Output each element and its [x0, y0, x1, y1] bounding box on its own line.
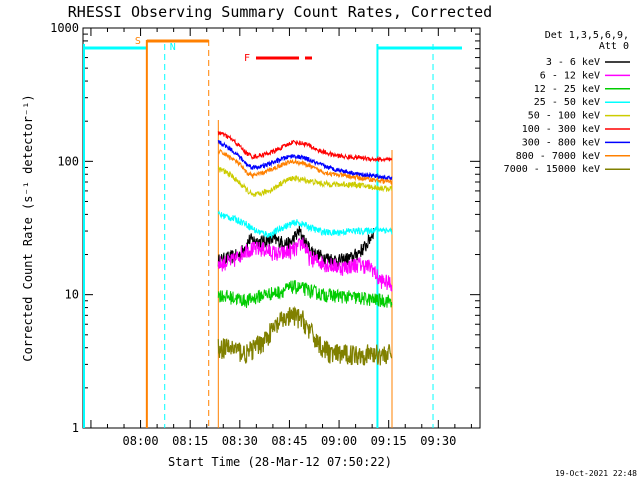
legend-entry-label: 100 - 300 keV — [522, 124, 600, 135]
y-tick-label: 1000 — [50, 21, 79, 35]
x-tick-label: 09:00 — [321, 434, 357, 448]
series-line — [217, 279, 393, 308]
y-tick-label: 10 — [65, 288, 79, 302]
series-line — [217, 237, 393, 292]
y-tick-label: 1 — [72, 421, 79, 435]
f-label: F — [244, 53, 250, 64]
x-tick-label: 08:15 — [172, 434, 208, 448]
plot-area: 08:00 08:15 08:30 08:45 09:00 09:15 09:30 1 10 10… — [50, 21, 481, 448]
legend-entry-label: 25 - 50 keV — [534, 97, 600, 108]
series-line — [218, 148, 393, 186]
legend-entry-label: 7000 - 15000 keV — [504, 164, 600, 175]
chart-title: RHESSI Observing Summary Count Rates, Co… — [68, 3, 492, 21]
legend-entry-label: 800 - 7000 keV — [516, 151, 600, 162]
series-line — [217, 130, 393, 163]
footer-date: 19-Oct-2021 22:48 — [555, 469, 637, 478]
legend-entry-label: 12 - 25 keV — [534, 84, 600, 95]
legend-header: Det 1,3,5,6,9, — [545, 30, 629, 41]
legend-header: Att 0 — [599, 41, 629, 52]
x-axis-label: Start Time (28-Mar-12 07:50:22) — [168, 455, 392, 469]
n-label: N — [170, 42, 176, 53]
y-axis-label-group: Corrected Count Rate (s⁻¹ detector⁻¹) — [21, 94, 35, 361]
x-tick-label: 08:45 — [271, 434, 307, 448]
y-axis-label: Corrected Count Rate (s⁻¹ detector⁻¹) — [21, 94, 35, 361]
x-tick-label: 08:30 — [222, 434, 258, 448]
y-tick-label: 100 — [57, 154, 79, 168]
legend-entry-label: 6 - 12 keV — [540, 70, 600, 81]
x-tick-label: 09:15 — [371, 434, 407, 448]
series-line — [217, 165, 393, 197]
legend-entry-label: 3 - 6 keV — [546, 57, 600, 68]
s-label: S — [135, 36, 141, 47]
series-line — [217, 140, 393, 182]
series-line — [217, 210, 393, 240]
series-line — [217, 305, 393, 366]
x-tick-label: 09:30 — [420, 434, 456, 448]
legend-entry-label: 300 - 800 keV — [522, 137, 600, 148]
legend-entry-label: 50 - 100 keV — [528, 111, 600, 122]
legend: Det 1,3,5,6,9,Att 0 3 - 6 keV 6 - 12 keV 12… — [504, 30, 630, 175]
x-tick-label: 08:00 — [123, 434, 159, 448]
